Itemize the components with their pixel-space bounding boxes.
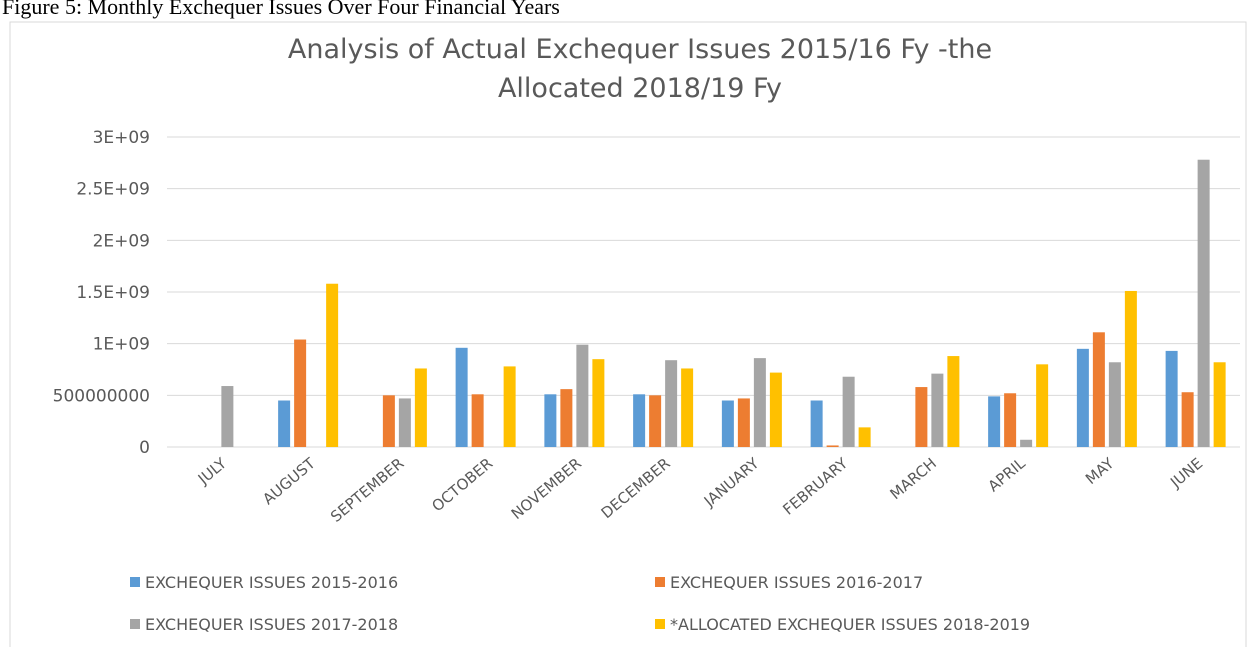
- bar: [842, 376, 855, 447]
- bar: [931, 373, 944, 447]
- y-tick-label: 2E+09: [93, 231, 150, 251]
- figure-caption: Figure 5: Monthly Exchequer Issues Over …: [2, 0, 560, 19]
- legend-label: *ALLOCATED EXCHEQUER ISSUES 2018-2019: [670, 615, 1030, 634]
- bar: [1181, 392, 1194, 447]
- bar: [1092, 332, 1105, 447]
- legend-swatch: [130, 619, 140, 629]
- bar: [471, 394, 484, 447]
- chart-border: [9, 21, 1247, 647]
- bar: [665, 360, 678, 447]
- bar: [1076, 348, 1089, 447]
- bar: [826, 445, 839, 447]
- bar: [721, 400, 734, 447]
- bar: [810, 400, 823, 447]
- bar: [576, 344, 589, 447]
- bar: [398, 398, 411, 447]
- bar: [1124, 290, 1137, 447]
- bar: [649, 395, 662, 447]
- legend-swatch: [655, 577, 665, 587]
- bar: [753, 358, 766, 447]
- bar: [1004, 393, 1017, 447]
- y-tick-label: 2.5E+09: [76, 180, 150, 200]
- bar: [592, 359, 605, 447]
- bar: [382, 395, 395, 447]
- legend-swatch: [655, 619, 665, 629]
- legend-label: EXCHEQUER ISSUES 2015-2016: [145, 573, 398, 592]
- chart-title: Analysis of Actual Exchequer Issues 2015…: [288, 34, 992, 65]
- bar: [1213, 362, 1226, 447]
- chart-title: Allocated 2018/19 Fy: [498, 73, 782, 104]
- bar: [503, 366, 516, 447]
- bar: [988, 396, 1001, 447]
- bar: [737, 398, 750, 447]
- y-tick-label: 0: [139, 438, 150, 458]
- legend-label: EXCHEQUER ISSUES 2017-2018: [145, 615, 398, 634]
- bar: [326, 283, 339, 447]
- bar: [947, 356, 960, 447]
- bar: [1020, 439, 1033, 447]
- bar: [414, 368, 427, 447]
- legend-label: EXCHEQUER ISSUES 2016-2017: [670, 573, 923, 592]
- bar: [1197, 159, 1210, 447]
- bar: [544, 394, 557, 447]
- bar: [769, 372, 782, 447]
- bar: [858, 427, 871, 447]
- bar: [278, 400, 291, 447]
- y-tick-label: 1E+09: [93, 335, 150, 355]
- bar: [294, 339, 307, 447]
- bar: [560, 389, 573, 447]
- legend-swatch: [130, 577, 140, 587]
- y-tick-label: 500000000: [53, 386, 150, 406]
- bar: [1165, 350, 1178, 447]
- bar: [455, 347, 468, 447]
- bar: [1108, 362, 1121, 447]
- bar: [633, 394, 646, 447]
- bar: [221, 386, 234, 447]
- bar: [681, 368, 694, 447]
- bar: [1036, 364, 1049, 447]
- y-tick-label: 1.5E+09: [76, 283, 150, 303]
- bar: [915, 387, 928, 447]
- y-tick-label: 3E+09: [93, 128, 150, 148]
